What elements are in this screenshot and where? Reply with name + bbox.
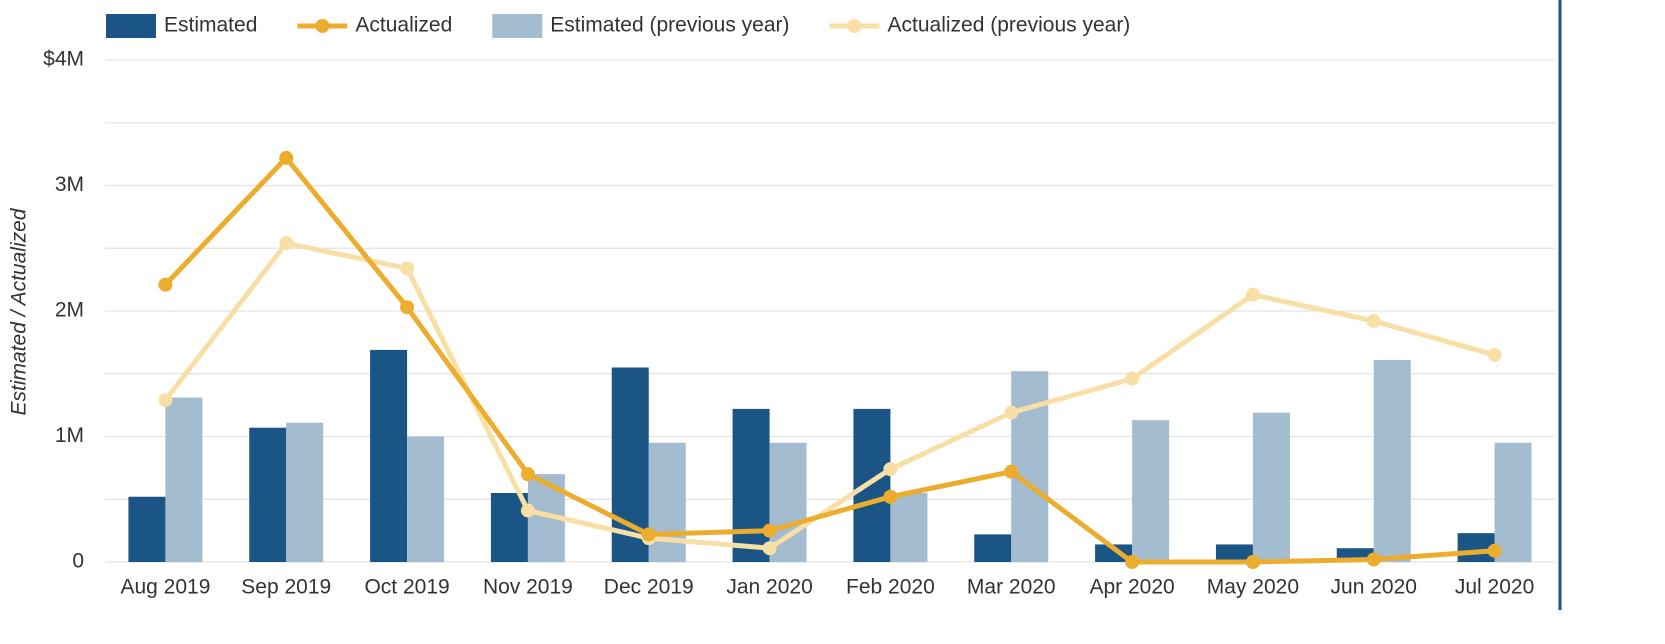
y-tick-label: 3M	[55, 173, 84, 196]
line-point	[520, 503, 535, 518]
bar	[249, 427, 287, 562]
x-tick-label: Nov 2019	[483, 576, 573, 599]
bar	[890, 492, 928, 562]
line-point	[279, 150, 294, 165]
bar	[490, 492, 528, 562]
line-point	[400, 261, 415, 276]
line-point	[1366, 552, 1381, 567]
y-axis-label: Estimated / Actualized	[8, 207, 31, 415]
line-point	[762, 523, 777, 538]
line-point	[1245, 287, 1260, 302]
bar	[1011, 371, 1049, 562]
y-tick-label: $4M	[43, 48, 84, 71]
line	[163, 155, 1495, 565]
bar	[286, 422, 324, 562]
line-point	[1004, 405, 1019, 420]
legend-label: Estimated	[164, 14, 257, 37]
legend-label: Actualized	[355, 14, 452, 37]
y-tick-label: 1M	[55, 424, 84, 447]
line-point	[1487, 347, 1502, 362]
x-tick-label: Sep 2019	[241, 576, 331, 599]
bar	[370, 349, 408, 562]
y-tick-label: 2M	[55, 299, 84, 322]
line-point	[1245, 555, 1260, 569]
line	[163, 240, 1496, 551]
x-tick-label: May 2020	[1207, 576, 1299, 599]
bar	[1252, 412, 1290, 562]
bar	[1373, 359, 1411, 562]
legend-swatch	[492, 14, 543, 38]
x-tick-label: Jan 2020	[726, 576, 812, 599]
line-point	[400, 300, 415, 315]
legend-label: Estimated (previous year)	[550, 14, 789, 37]
line-point	[520, 467, 535, 482]
y-tick-label: 0	[72, 550, 84, 573]
legend-swatch	[315, 19, 330, 33]
x-tick-label: Jun 2020	[1331, 576, 1417, 599]
bar	[1132, 420, 1170, 562]
bar	[407, 436, 445, 562]
line-point	[1125, 555, 1140, 569]
x-tick-label: Dec 2019	[604, 576, 694, 599]
bar	[128, 496, 166, 562]
x-tick-label: Mar 2020	[967, 576, 1056, 599]
bar	[732, 408, 770, 562]
bar	[974, 534, 1012, 562]
line-point	[1004, 464, 1019, 479]
x-tick-label: Feb 2020	[846, 576, 935, 599]
legend-label: Actualized (previous year)	[888, 14, 1131, 37]
x-tick-label: Oct 2019	[364, 576, 449, 599]
bar	[648, 442, 686, 562]
line-point	[762, 541, 777, 556]
bar	[1215, 544, 1253, 562]
line-point	[883, 489, 898, 504]
bar	[1494, 442, 1532, 562]
legend-swatch	[106, 14, 156, 38]
bar	[165, 397, 203, 562]
line-point	[1125, 371, 1140, 386]
line-point	[641, 527, 656, 542]
line-point	[1366, 314, 1381, 329]
line-point	[158, 393, 173, 408]
line-point	[1487, 543, 1502, 558]
x-tick-label: Aug 2019	[120, 576, 210, 599]
x-tick-label: Apr 2020	[1089, 576, 1174, 599]
x-tick-label: Jul 2020	[1455, 576, 1534, 599]
line-point	[279, 236, 294, 251]
legend-swatch	[847, 19, 862, 33]
bar	[853, 408, 891, 562]
line-point	[883, 462, 898, 477]
line-point	[158, 277, 173, 292]
